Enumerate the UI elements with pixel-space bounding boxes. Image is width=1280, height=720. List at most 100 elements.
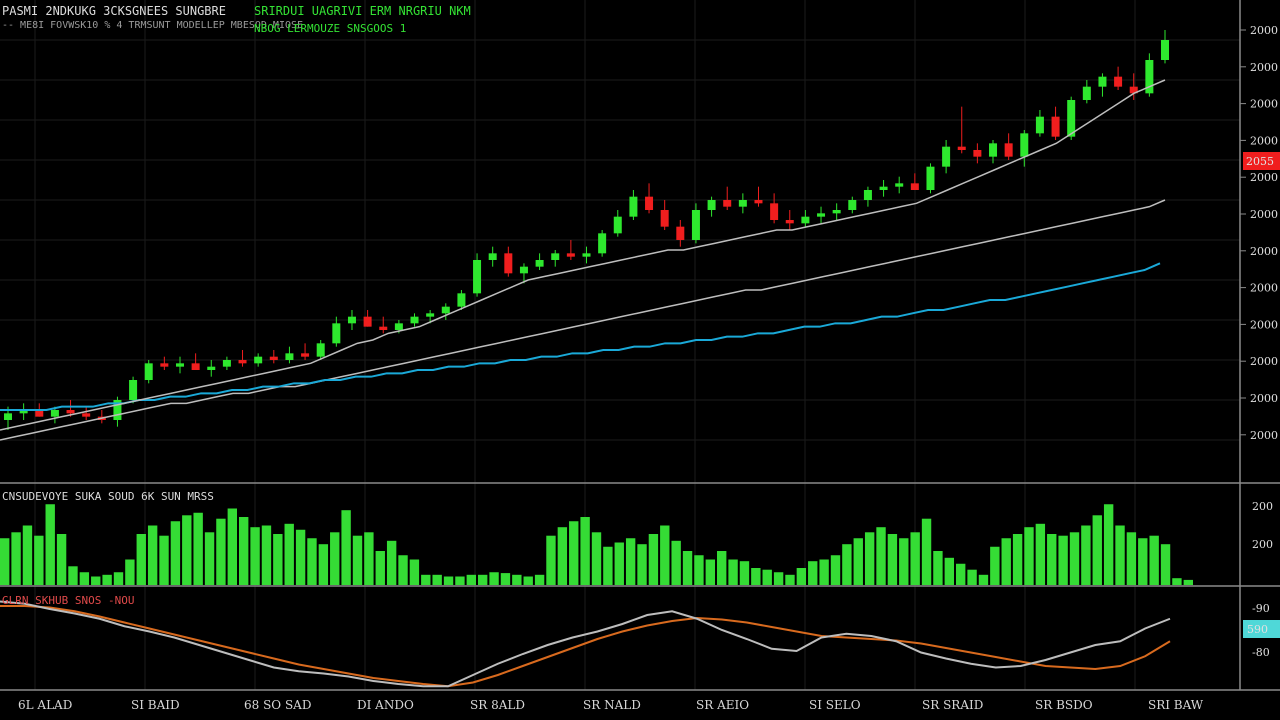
- volume-bar: [102, 574, 112, 585]
- candle-body: [1145, 60, 1154, 94]
- volume-bar: [864, 532, 875, 585]
- volume-bar: [990, 546, 1000, 585]
- candle-body: [144, 363, 153, 380]
- volume-bar: [1126, 532, 1137, 585]
- price-tick-label: 2000: [1250, 171, 1278, 184]
- candle-body: [441, 306, 450, 314]
- volume-bar: [842, 544, 852, 585]
- volume-bar: [455, 576, 465, 585]
- volume-bar: [921, 518, 932, 585]
- volume-bar: [887, 534, 898, 585]
- volume-bar: [193, 512, 203, 585]
- candle-body: [347, 316, 356, 324]
- candle-body: [410, 316, 419, 324]
- volume-bar: [1160, 544, 1171, 585]
- volume-bar: [273, 534, 283, 585]
- volume-bar: [239, 517, 249, 585]
- volume-bar: [933, 551, 943, 585]
- current-price-label: 2055: [1246, 155, 1274, 168]
- volume-bar: [318, 544, 329, 585]
- volume-bar: [1058, 535, 1068, 585]
- grid: [0, 0, 1240, 690]
- volume-bar: [944, 557, 954, 585]
- volume-bar: [375, 551, 385, 585]
- volume-bar: [819, 559, 829, 585]
- volume-bar: [1047, 534, 1057, 585]
- candle-body: [4, 413, 12, 420]
- volume-bar: [739, 561, 750, 585]
- volume-bar: [808, 561, 818, 585]
- volume-bar: [956, 563, 966, 585]
- volume-bar: [1183, 579, 1193, 585]
- price-tick-label: 2000: [1250, 98, 1278, 111]
- volume-bar: [717, 551, 727, 585]
- price-tick-label: 2000: [1250, 429, 1278, 442]
- candle-body: [19, 410, 28, 414]
- volume-bar: [580, 517, 590, 585]
- volume-bar: [307, 538, 317, 585]
- volume-bar: [762, 569, 772, 585]
- candle-body: [316, 343, 325, 357]
- volume-bar: [1149, 535, 1159, 585]
- price-tick-label: 2000: [1250, 245, 1278, 258]
- volume-tick-label: 200: [1252, 538, 1273, 551]
- volume-bar: [22, 525, 33, 585]
- volume-bar: [364, 532, 374, 585]
- volume-bar: [569, 521, 579, 585]
- volume-bar: [1103, 504, 1114, 585]
- candle-body: [363, 316, 372, 327]
- volume-bar: [352, 535, 363, 585]
- volume-bar: [899, 538, 909, 585]
- candle-body: [863, 190, 872, 200]
- candle-body: [645, 196, 654, 210]
- candle-body: [379, 326, 388, 330]
- price-tick-label: 2000: [1250, 355, 1278, 368]
- volume-bar: [1081, 525, 1091, 585]
- candle-body: [942, 146, 951, 167]
- ma-fast-line: [0, 79, 1166, 431]
- candle-body: [598, 233, 607, 254]
- volume-bar: [728, 559, 738, 585]
- x-tick-label: SR BSDO: [1035, 698, 1093, 712]
- price-tick-label: 2000: [1250, 24, 1278, 37]
- volume-bar: [34, 535, 44, 585]
- x-tick-label: SR SRAID: [922, 698, 983, 712]
- ma-long-line: [0, 262, 1161, 411]
- x-tick-label: SI SELO: [809, 698, 861, 712]
- volume-bar: [1024, 527, 1034, 585]
- candle-body: [1161, 40, 1169, 60]
- volume-bar: [227, 508, 237, 585]
- volume-bar: [295, 529, 306, 585]
- volume-bar: [466, 574, 476, 585]
- candle-body: [394, 323, 403, 330]
- volume-bar: [785, 574, 795, 585]
- candle-body: [1114, 76, 1123, 87]
- candle-body: [519, 266, 528, 274]
- volume-bar: [1092, 515, 1102, 585]
- candle-body: [754, 200, 763, 204]
- candle-body: [50, 410, 59, 417]
- volume-bar: [330, 532, 340, 585]
- volume-bar: [478, 574, 488, 585]
- volume-bar: [751, 568, 761, 585]
- volume-bar: [125, 559, 135, 585]
- ma-slow-line: [0, 199, 1166, 441]
- volume-bar: [421, 574, 431, 585]
- price-tick-label: 2000: [1250, 134, 1278, 147]
- price-tick-label: 2000: [1250, 208, 1278, 221]
- moving-averages: [0, 79, 1166, 441]
- oscillator-signal-line: [0, 605, 1171, 688]
- oscillator-panel-label: GLRN SKHUB SNOS -NOU: [2, 594, 135, 607]
- volume-bar: [409, 559, 420, 585]
- candle-body: [973, 150, 982, 157]
- volume-bar: [876, 527, 886, 585]
- volume-bar: [0, 538, 10, 585]
- candle-body: [207, 366, 216, 370]
- volume-bar: [79, 572, 90, 585]
- current-price-badge: [1243, 152, 1280, 170]
- volume-bar: [11, 532, 21, 585]
- candle-body: [35, 410, 44, 417]
- candle-body: [269, 356, 278, 360]
- volume-bar: [648, 534, 659, 585]
